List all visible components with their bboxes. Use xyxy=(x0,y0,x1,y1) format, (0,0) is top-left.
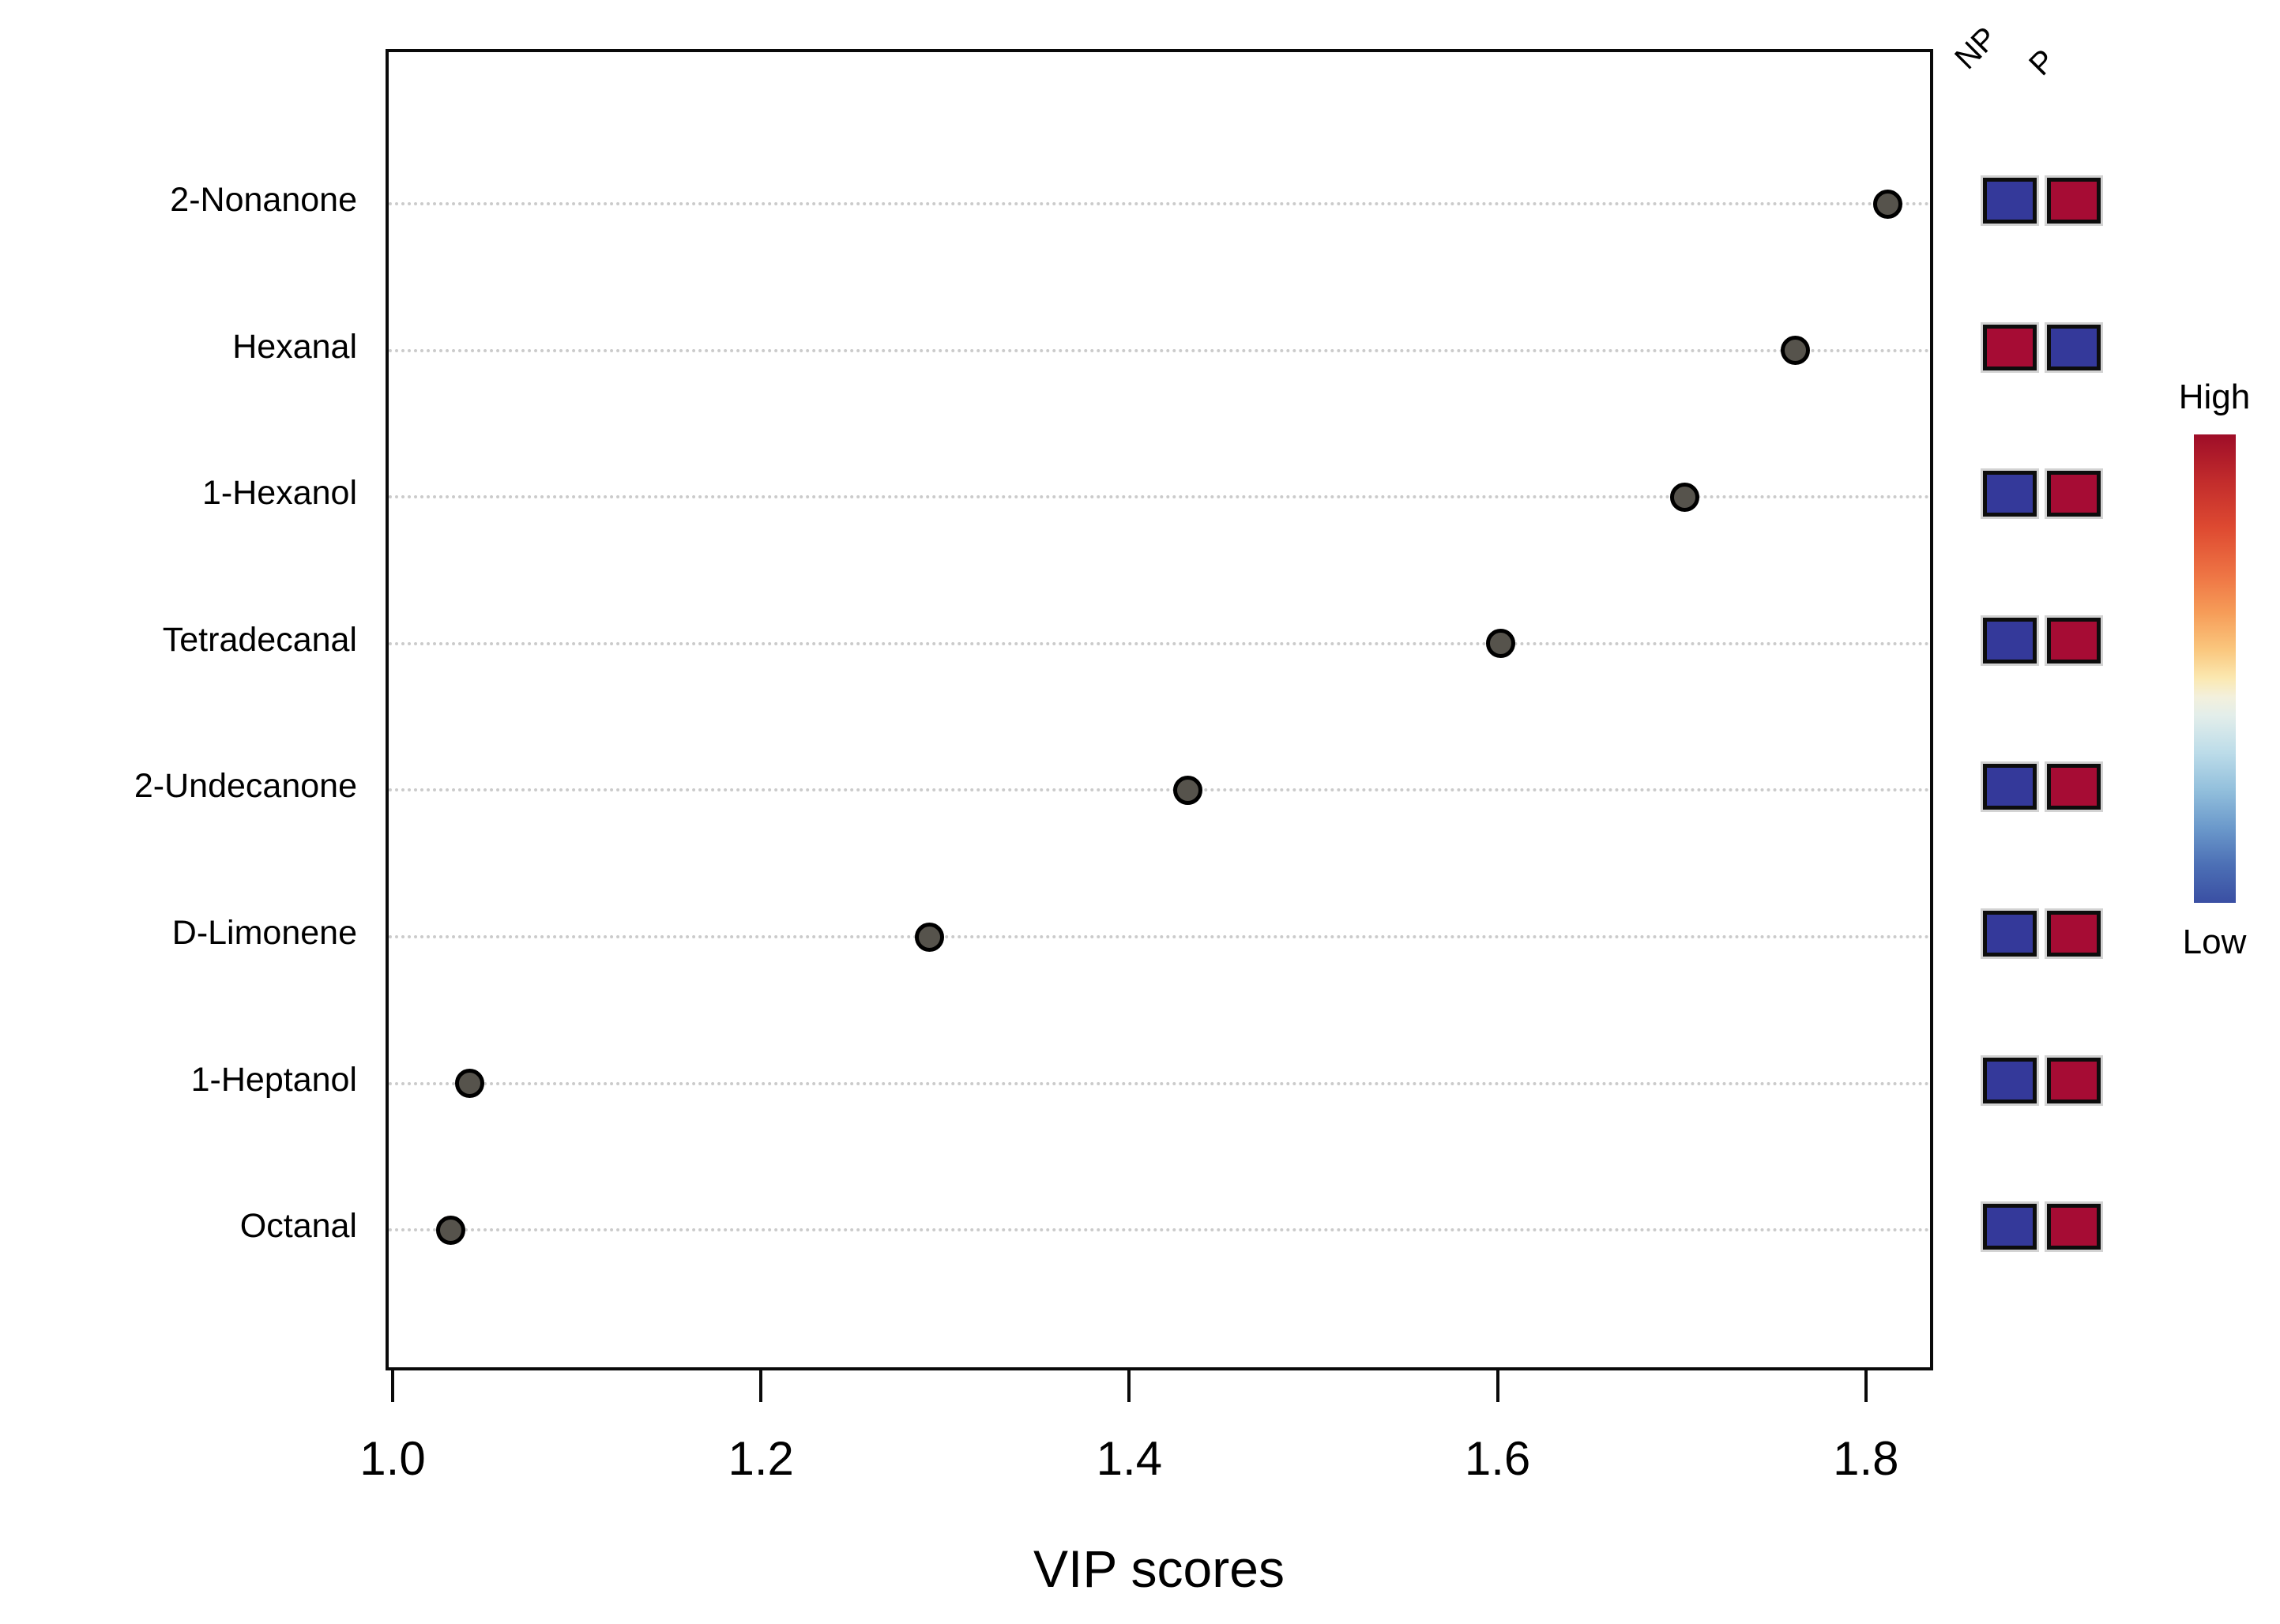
legend-low-label: Low xyxy=(2182,923,2247,961)
y-axis-label: 1-Hexanol xyxy=(202,474,357,513)
heatmap-cell-np xyxy=(1983,617,2037,664)
heatmap-cell-np xyxy=(1983,1057,2037,1103)
x-axis-title: VIP scores xyxy=(1033,1539,1285,1598)
heatmap-cell-np xyxy=(1983,1204,2037,1250)
heatmap-cell-np xyxy=(1983,764,2037,810)
y-axis-label: Hexanal xyxy=(232,327,357,366)
y-axis-label: D-Limonene xyxy=(171,914,357,952)
y-axis-label: Octanal xyxy=(239,1207,357,1246)
heatmap-cell-p xyxy=(2047,911,2101,957)
x-tick-label: 1.6 xyxy=(1464,1432,1531,1485)
y-axis-label: 2-Nonanone xyxy=(170,181,357,219)
row-gridline xyxy=(389,1081,1930,1085)
row-gridline xyxy=(389,495,1930,499)
vip-dot xyxy=(1670,482,1700,512)
heatmap-cell-np xyxy=(1983,911,2037,957)
x-tick-mark xyxy=(1496,1370,1499,1402)
y-axis-label: Tetradecanal xyxy=(162,620,357,659)
row-gridline xyxy=(389,641,1930,645)
legend-high-label: High xyxy=(2178,378,2251,416)
column-header-np: NP xyxy=(1948,20,2004,77)
row-gridline xyxy=(389,788,1930,792)
heatmap-cell-p xyxy=(2047,471,2101,517)
row-gridline xyxy=(389,1228,1930,1232)
x-tick-mark xyxy=(391,1370,394,1402)
heatmap-cell-np xyxy=(1983,324,2037,370)
heatmap-cell-np xyxy=(1983,178,2037,224)
plot-area xyxy=(386,49,1933,1370)
heatmap-cell-p xyxy=(2047,1057,2101,1103)
vip-dot xyxy=(436,1215,466,1245)
legend-gradient-bar xyxy=(2194,434,2236,903)
y-axis-label: 2-Undecanone xyxy=(134,767,357,806)
vip-dot xyxy=(1872,189,1902,219)
column-header-p: P xyxy=(2022,43,2063,83)
heatmap-cell-p xyxy=(2047,764,2101,810)
vip-dot xyxy=(454,1069,484,1099)
vip-dot xyxy=(1172,775,1202,805)
row-gridline xyxy=(389,935,1930,938)
x-tick-label: 1.2 xyxy=(728,1432,794,1485)
x-tick-mark xyxy=(1864,1370,1868,1402)
heatmap-cell-p xyxy=(2047,324,2101,370)
heatmap-cell-p xyxy=(2047,617,2101,664)
x-tick-label: 1.4 xyxy=(1096,1432,1163,1485)
x-tick-mark xyxy=(1127,1370,1131,1402)
heatmap-cell-p xyxy=(2047,178,2101,224)
row-gridline xyxy=(389,348,1930,352)
y-axis-label: 1-Heptanol xyxy=(190,1060,357,1099)
vip-dot xyxy=(1781,336,1811,366)
heatmap-cell-p xyxy=(2047,1204,2101,1250)
x-tick-mark xyxy=(759,1370,763,1402)
vip-dot xyxy=(915,922,945,952)
vip-dot xyxy=(1486,629,1516,659)
row-gridline xyxy=(389,202,1930,205)
x-tick-label: 1.0 xyxy=(359,1432,426,1485)
x-tick-label: 1.8 xyxy=(1833,1432,1899,1485)
heatmap-cell-np xyxy=(1983,471,2037,517)
